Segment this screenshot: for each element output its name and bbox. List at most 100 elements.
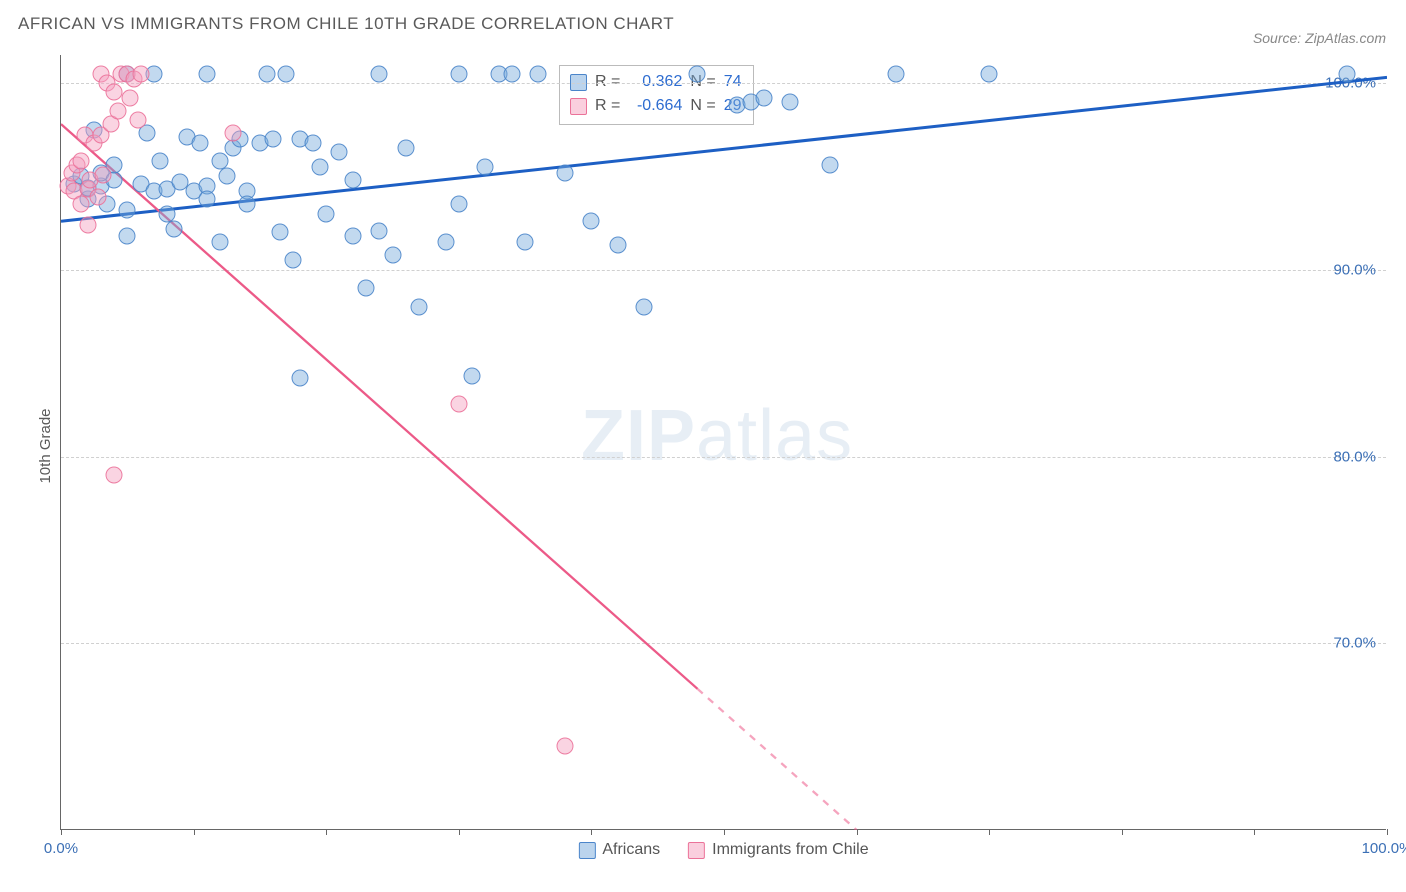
data-point <box>609 237 626 254</box>
r-label: R = <box>595 94 620 118</box>
y-axis-label: 10th Grade <box>37 408 54 483</box>
r-label: R = <box>595 70 620 94</box>
data-point <box>192 134 209 151</box>
data-point <box>106 84 123 101</box>
data-point <box>344 172 361 189</box>
data-point <box>271 224 288 241</box>
data-point <box>152 153 169 170</box>
data-point <box>106 467 123 484</box>
data-point <box>212 233 229 250</box>
data-point <box>119 202 136 219</box>
data-point <box>110 103 127 120</box>
gridline-h <box>61 83 1386 84</box>
data-point <box>357 280 374 297</box>
data-point <box>285 252 302 269</box>
xtick <box>1387 829 1388 835</box>
swatch-pink-icon <box>688 842 705 859</box>
data-point <box>132 65 149 82</box>
legend-label: Africans <box>602 841 660 859</box>
r-value-blue: 0.362 <box>628 70 682 94</box>
gridline-h <box>61 457 1386 458</box>
data-point <box>782 93 799 110</box>
data-point <box>503 65 520 82</box>
ytick-label: 70.0% <box>1333 635 1376 652</box>
data-point <box>1339 65 1356 82</box>
data-point <box>689 65 706 82</box>
data-point <box>121 89 138 106</box>
data-point <box>397 140 414 157</box>
xtick <box>459 829 460 835</box>
n-value-blue: 74 <box>724 70 742 94</box>
plot-area: ZIPatlas R = 0.362 N = 74 R = -0.664 N =… <box>60 55 1386 830</box>
data-point <box>583 213 600 230</box>
chart-title: AFRICAN VS IMMIGRANTS FROM CHILE 10TH GR… <box>18 14 674 34</box>
data-point <box>344 228 361 245</box>
stats-row-pink: R = -0.664 N = 29 <box>570 94 741 118</box>
data-point <box>90 188 107 205</box>
watermark-rest: atlas <box>696 396 853 476</box>
data-point <box>198 65 215 82</box>
data-point <box>258 65 275 82</box>
data-point <box>318 205 335 222</box>
data-point <box>450 65 467 82</box>
data-point <box>238 196 255 213</box>
data-point <box>291 370 308 387</box>
watermark-bold: ZIP <box>581 396 696 476</box>
data-point <box>888 65 905 82</box>
xtick <box>326 829 327 835</box>
data-point <box>981 65 998 82</box>
xtick <box>857 829 858 835</box>
data-point <box>822 157 839 174</box>
data-point <box>530 65 547 82</box>
data-point <box>218 168 235 185</box>
data-point <box>265 131 282 148</box>
data-point <box>371 222 388 239</box>
data-point <box>437 233 454 250</box>
data-point <box>411 299 428 316</box>
r-value-pink: -0.664 <box>628 94 682 118</box>
source-citation: Source: ZipAtlas.com <box>1253 30 1386 46</box>
swatch-blue-icon <box>570 74 587 91</box>
xtick-label: 100.0% <box>1362 840 1406 857</box>
data-point <box>79 216 96 233</box>
xtick <box>61 829 62 835</box>
data-point <box>331 144 348 161</box>
swatch-pink-icon <box>570 98 587 115</box>
watermark: ZIPatlas <box>581 395 853 477</box>
xtick-label: 0.0% <box>44 840 78 857</box>
data-point <box>477 159 494 176</box>
data-point <box>636 299 653 316</box>
data-point <box>371 65 388 82</box>
legend-label: Immigrants from Chile <box>712 841 868 859</box>
stats-box: R = 0.362 N = 74 R = -0.664 N = 29 <box>559 65 754 125</box>
data-point <box>129 112 146 129</box>
data-point <box>72 153 89 170</box>
n-label: N = <box>690 94 715 118</box>
trend-svg <box>61 55 1387 830</box>
data-point <box>119 228 136 245</box>
data-point <box>278 65 295 82</box>
legend-item-blue: Africans <box>578 841 660 859</box>
data-point <box>311 159 328 176</box>
data-point <box>556 737 573 754</box>
xtick <box>194 829 195 835</box>
data-point <box>450 196 467 213</box>
ytick-label: 90.0% <box>1333 261 1376 278</box>
xtick <box>1254 829 1255 835</box>
gridline-h <box>61 270 1386 271</box>
legend-item-pink: Immigrants from Chile <box>688 841 868 859</box>
data-point <box>450 396 467 413</box>
data-point <box>165 220 182 237</box>
data-point <box>517 233 534 250</box>
data-point <box>304 134 321 151</box>
data-point <box>225 125 242 142</box>
data-point <box>464 368 481 385</box>
legend-bottom: Africans Immigrants from Chile <box>578 841 868 859</box>
xtick <box>591 829 592 835</box>
xtick <box>989 829 990 835</box>
data-point <box>556 164 573 181</box>
data-point <box>95 166 112 183</box>
data-point <box>198 190 215 207</box>
data-point <box>384 246 401 263</box>
gridline-h <box>61 643 1386 644</box>
